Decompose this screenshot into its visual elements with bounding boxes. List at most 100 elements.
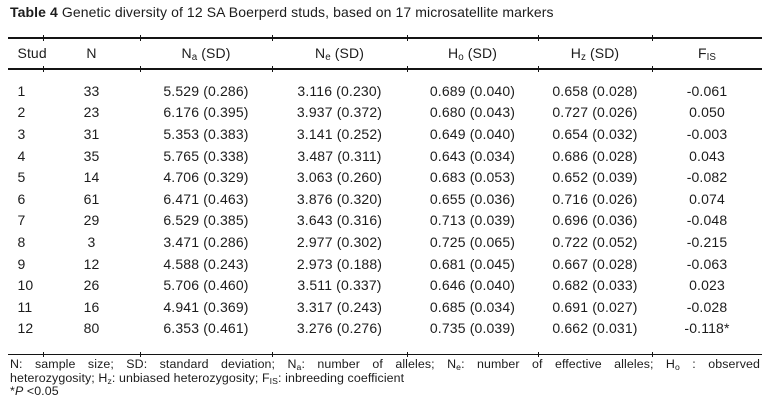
cell-na: 6.471 (0.463)	[163, 190, 249, 207]
table-row: 7 29 6.529 (0.385) 3.643 (0.316) 0.713 (0.03…	[8, 210, 762, 232]
cell-stud: 5	[17, 169, 26, 186]
column-boundary-tick	[538, 35, 539, 41]
cell-stud: 1	[17, 82, 26, 99]
column-boundary-tick	[407, 35, 408, 41]
table-bottom-rule	[8, 351, 762, 358]
table-row: 9 12 4.588 (0.243) 2.973 (0.188) 0.681 (0.04…	[8, 253, 762, 275]
cell-ne: 3.511 (0.337)	[297, 277, 382, 294]
cell-ne: 3.643 (0.316)	[296, 212, 383, 229]
column-boundary-tick	[652, 351, 653, 358]
table-row: 8 3 3.471 (0.286) 2.977 (0.302) 0.725 (0.065…	[8, 231, 762, 253]
cell-n: 16	[83, 298, 100, 315]
table-footnote: N: sample size; SD: standard deviation; …	[8, 355, 760, 399]
cell-n: 33	[83, 82, 100, 99]
cell-ne: 3.937 (0.372)	[296, 104, 383, 121]
cell-stud: 10	[17, 277, 34, 294]
cell-n: 31	[83, 125, 100, 142]
cell-n: 26	[83, 277, 100, 294]
cell-ho: 0.680 (0.043)	[429, 104, 516, 121]
column-header-hz: Hz (SD)	[570, 45, 620, 64]
cell-ne: 3.116 (0.230)	[297, 82, 382, 99]
table-row: 4 35 5.765 (0.338) 3.487 (0.311) 0.643 (0.03…	[8, 145, 762, 167]
cell-fis: -0.118*	[684, 320, 730, 337]
table-row: 1 33 5.529 (0.286) 3.116 (0.230) 0.689 (0.04…	[8, 80, 762, 102]
column-boundary-tick	[407, 351, 408, 358]
column-header-fis: FIS	[697, 45, 717, 64]
cell-fis: -0.082	[686, 169, 728, 186]
cell-n: 35	[83, 147, 100, 164]
cell-ho: 0.725 (0.065)	[429, 233, 516, 250]
column-header-n: N	[86, 45, 97, 62]
cell-fis: 0.043	[689, 147, 725, 164]
column-header-na: Na (SD)	[181, 45, 231, 64]
cell-hz: 0.652 (0.039)	[552, 169, 638, 186]
cell-ho: 0.713 (0.039)	[429, 212, 516, 229]
column-header-stud: Stud	[17, 45, 47, 62]
cell-ho: 0.649 (0.040)	[429, 125, 516, 142]
cell-stud: 4	[17, 147, 26, 164]
cell-na: 6.353 (0.461)	[163, 320, 249, 337]
cell-fis: -0.028	[686, 298, 728, 315]
cell-stud: 9	[17, 255, 26, 272]
cell-n: 14	[83, 169, 100, 186]
cell-na: 5.765 (0.338)	[163, 147, 249, 164]
cell-stud: 12	[17, 320, 34, 337]
table-row: 5 14 4.706 (0.329) 3.063 (0.260) 0.683 (0.05…	[8, 166, 762, 188]
cell-na: 5.706 (0.460)	[163, 277, 249, 294]
column-boundary-tick	[43, 35, 44, 41]
cell-ho: 0.643 (0.034)	[429, 147, 516, 164]
cell-fis: 0.023	[689, 277, 725, 294]
column-boundary-tick	[140, 351, 141, 358]
cell-hz: 0.691 (0.027)	[552, 298, 638, 315]
table-caption-label: Table 4	[10, 4, 58, 20]
cell-stud: 7	[17, 212, 26, 229]
cell-fis: -0.063	[686, 255, 728, 272]
cell-fis: -0.048	[686, 212, 728, 229]
cell-ho: 0.735 (0.039)	[429, 320, 516, 337]
column-boundary-tick	[538, 66, 539, 72]
column-boundary-tick	[272, 35, 273, 41]
cell-ne: 3.141 (0.252)	[296, 125, 383, 142]
cell-hz: 0.722 (0.052)	[552, 233, 638, 250]
cell-hz: 0.696 (0.036)	[552, 212, 638, 229]
cell-stud: 11	[17, 298, 33, 315]
table-row: 3 31 5.353 (0.383) 3.141 (0.252) 0.649 (0.04…	[8, 123, 762, 145]
cell-ho: 0.655 (0.036)	[429, 190, 516, 207]
cell-na: 6.176 (0.395)	[163, 104, 249, 121]
column-header-ho: Ho (SD)	[448, 45, 497, 64]
cell-fis: -0.003	[686, 125, 728, 142]
column-boundary-tick	[140, 35, 141, 41]
footnote-line-1: N: sample size; SD: standard deviation; …	[10, 357, 761, 373]
cell-na: 4.941 (0.369)	[163, 298, 249, 315]
column-boundary-tick	[652, 35, 653, 41]
footnote-line-2: heterozygosity; Hz: unbiased heterozygos…	[10, 370, 405, 386]
column-boundary-tick	[140, 66, 141, 72]
table-top-rule	[8, 35, 762, 41]
table-header-row: Stud N Na (SD) Ne (SD) Ho (SD) Hz (SD) FIS	[8, 39, 762, 69]
cell-hz: 0.654 (0.032)	[552, 125, 638, 142]
column-boundary-tick	[652, 66, 653, 72]
cell-hz: 0.716 (0.026)	[552, 190, 638, 207]
header-divider-rule	[8, 66, 762, 72]
cell-na: 5.353 (0.383)	[163, 125, 249, 142]
cell-fis: -0.061	[686, 82, 728, 99]
cell-ho: 0.689 (0.040)	[429, 82, 516, 99]
cell-n: 61	[83, 190, 100, 207]
cell-n: 29	[83, 212, 100, 229]
table-row: 12 80 6.353 (0.461) 3.276 (0.276) 0.735 (0.0…	[8, 318, 762, 340]
cell-na: 4.706 (0.329)	[163, 169, 249, 186]
table-caption: Table 4 Genetic diversity of 12 SA Boerp…	[10, 5, 760, 20]
cell-ho: 0.646 (0.040)	[429, 277, 516, 294]
cell-ne: 3.317 (0.243)	[296, 298, 383, 315]
cell-hz: 0.667 (0.028)	[552, 255, 638, 272]
table-caption-text: Genetic diversity of 12 SA Boerperd stud…	[57, 4, 554, 20]
cell-na: 3.471 (0.286)	[163, 233, 249, 250]
cell-stud: 8	[17, 233, 26, 250]
cell-fis: 0.074	[689, 190, 725, 207]
column-header-ne: Ne (SD)	[315, 45, 364, 64]
column-boundary-tick	[407, 66, 408, 72]
cell-ne: 3.063 (0.260)	[296, 169, 383, 186]
cell-ne: 3.276 (0.276)	[296, 320, 383, 337]
cell-hz: 0.682 (0.033)	[552, 277, 638, 294]
